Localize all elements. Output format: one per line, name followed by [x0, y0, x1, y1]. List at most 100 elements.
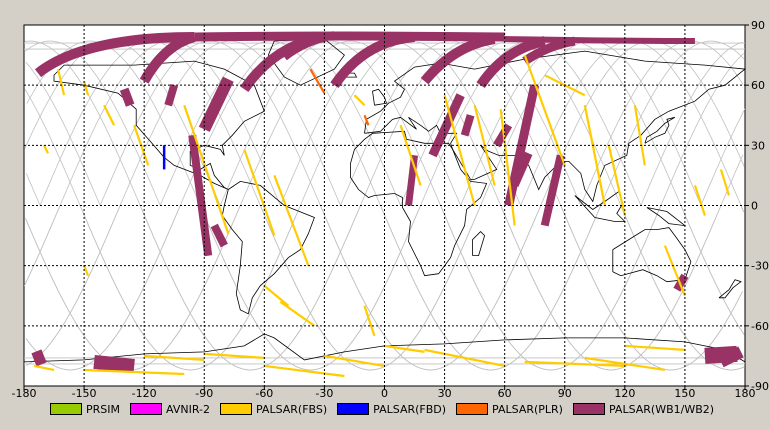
y-tick-label: -30: [751, 260, 769, 273]
swath-wb: [188, 134, 213, 257]
swath-fbs: [83, 80, 90, 96]
swath-fbs: [719, 169, 730, 196]
swath-fbs: [523, 54, 566, 166]
legend-swatch: [456, 403, 489, 415]
swath-fbs: [524, 360, 625, 367]
legend-item-palsar-wb: PALSAR(WB1/WB2): [572, 402, 715, 416]
swath-fbs: [633, 105, 646, 166]
swath-fbs: [279, 300, 315, 327]
swath-wb: [194, 31, 505, 42]
coastline: [646, 207, 687, 227]
swath-wb: [139, 32, 196, 84]
coastline: [612, 227, 692, 283]
y-tick-label: -60: [751, 320, 769, 333]
legend-swatch: [50, 403, 82, 415]
coastline: [221, 180, 315, 315]
swath-fbs: [103, 104, 116, 126]
legend-swatch: [337, 403, 370, 415]
legend-label: AVNIR-2: [166, 402, 210, 416]
swath-fbs: [263, 284, 290, 307]
legend-item-prsim: PRSIM: [50, 403, 120, 416]
swath-wb: [704, 345, 738, 364]
swath-wb: [164, 84, 178, 107]
swath-fbs: [693, 185, 706, 216]
x-tick-label: 150: [674, 387, 695, 400]
swath-wb: [210, 223, 228, 248]
x-tick-label: 60: [498, 387, 512, 400]
x-tick-label: -30: [315, 387, 333, 400]
swath-fbs: [324, 354, 385, 367]
swath-fbs: [584, 356, 666, 371]
legend-item-palsar-fbs: PALSAR(FBS): [219, 403, 327, 416]
y-tick-label: 30: [751, 139, 765, 152]
graticule: [24, 25, 745, 386]
orbit-track: [24, 40, 743, 371]
x-tick-label: 90: [558, 387, 572, 400]
legend-label: PRSIM: [86, 402, 120, 416]
swath-wb: [511, 151, 533, 187]
swath-fbs: [499, 109, 516, 226]
swath-wb: [460, 114, 475, 137]
swath-fbs: [399, 124, 422, 186]
swath-wb: [34, 32, 195, 78]
legend-item-avnir2: AVNIR-2: [130, 403, 210, 416]
swath-fbs: [624, 344, 685, 351]
coastline: [718, 279, 742, 299]
axis-ticks: -180 -150 -120 -90 -60 -30 0 30 60 90 120 150 180 90 6…: [12, 19, 769, 400]
swath-fbs: [443, 94, 476, 206]
swath-wb: [428, 93, 465, 158]
legend-label: PALSAR(PLR): [492, 402, 563, 416]
swath-fbs: [43, 144, 49, 154]
orbit-track: [26, 40, 746, 371]
swath-plr: [363, 114, 370, 126]
swath-fbs: [144, 354, 205, 361]
coastline: [644, 116, 676, 144]
swath-wb: [93, 355, 135, 373]
coastline: [23, 333, 746, 363]
x-tick-label: 30: [438, 387, 452, 400]
orbit-track: [23, 40, 743, 371]
swath-fbs: [363, 305, 376, 337]
swath-fbs: [663, 245, 686, 297]
swath-fbs: [273, 175, 310, 267]
x-tick-label: 0: [381, 387, 388, 400]
legend-swatch: [572, 403, 605, 415]
swath-wb: [540, 154, 565, 227]
swath-fbs: [83, 265, 90, 277]
swath-fbs: [183, 104, 230, 234]
swath-wb: [281, 31, 336, 61]
legend-swatch: [219, 403, 252, 415]
swath-wb: [493, 123, 513, 148]
legend-swatch: [130, 403, 162, 415]
x-tick-label: -150: [72, 387, 97, 400]
swath-fbs: [57, 68, 66, 96]
coastline: [472, 231, 486, 256]
swath-wb: [330, 32, 416, 89]
legend-label: PALSAR(FBD): [373, 402, 447, 416]
swath-wb: [420, 34, 496, 85]
swath-wb: [522, 36, 576, 65]
swath-fbs: [243, 149, 276, 236]
y-tick-label: -90: [751, 380, 769, 393]
legend-item-palsar-plr: PALSAR(PLR): [456, 403, 563, 416]
swath-fbd: [162, 145, 166, 170]
swath-wb: [119, 87, 135, 107]
swath-wb: [476, 36, 546, 89]
legend-label: PALSAR(WB1/WB2): [608, 402, 715, 416]
coastline: [372, 88, 388, 106]
y-tick-label: 90: [751, 19, 765, 32]
swath-wb: [31, 349, 47, 367]
coastline: [574, 190, 626, 222]
swath-wb: [198, 76, 234, 132]
swath-fbs: [583, 105, 606, 206]
swath-plr: [309, 68, 326, 94]
coastline: [350, 130, 488, 277]
x-tick-label: -60: [255, 387, 273, 400]
swath-fbs: [204, 352, 265, 359]
x-tick-label: -180: [12, 387, 37, 400]
legend: PRSIM AVNIR-2 PALSAR(FBS) PALSAR(FBD) PA…: [50, 401, 724, 417]
swath-fbs: [33, 364, 55, 371]
x-tick-label: 120: [614, 387, 635, 400]
y-tick-label: 60: [751, 79, 765, 92]
